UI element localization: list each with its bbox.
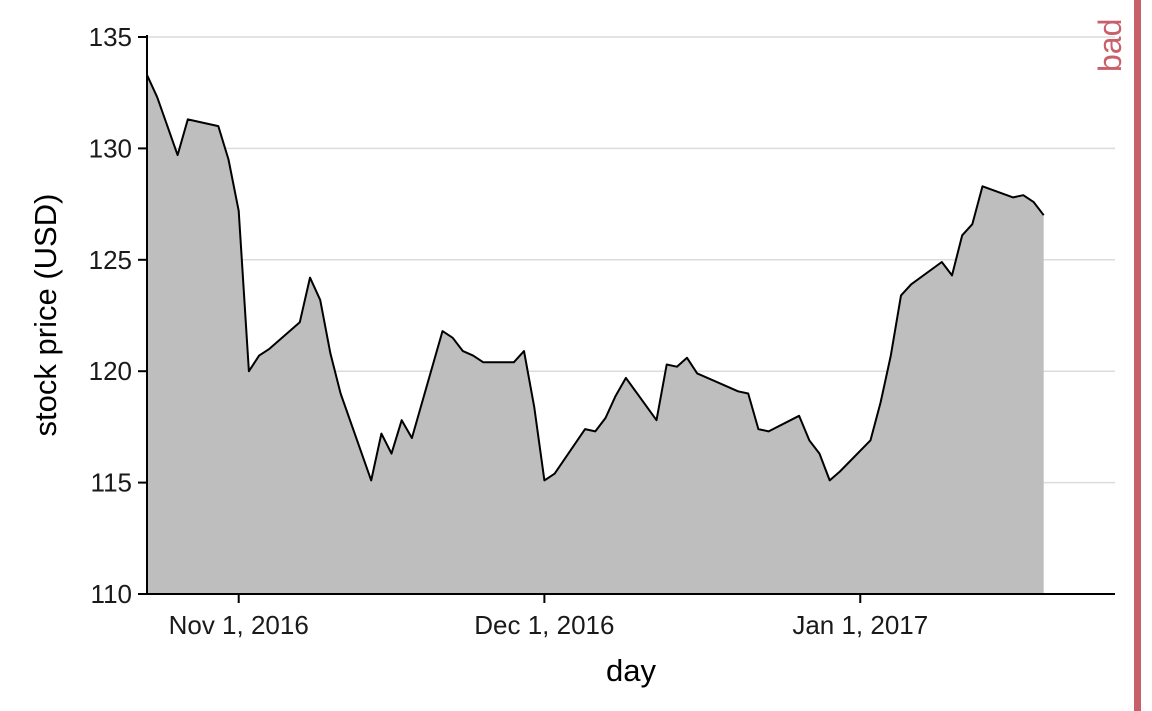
price-line [146,74,1045,482]
x-ticks: Nov 1, 2016 Dec 1, 2016 Jan 1, 2017 [169,594,928,640]
y-tick-label: 115 [91,468,132,498]
x-axis-title: day [606,653,656,688]
x-tick-label: Nov 1, 2016 [169,610,309,640]
x-tick-label: Dec 1, 2016 [474,610,614,640]
y-tick-label: 120 [89,356,132,386]
y-tick-label: 125 [89,245,132,275]
y-axis-title: stock price (USD) [28,194,63,437]
area-fill [147,74,1044,594]
y-ticks: 110 115 120 125 130 135 [89,22,147,609]
y-tick-label: 130 [89,133,132,163]
x-tick-label: Jan 1, 2017 [792,610,928,640]
side-label: bad [1092,19,1128,72]
y-tick-label: 110 [91,579,132,609]
y-tick-label: 135 [89,22,132,52]
side-bar [1134,0,1141,711]
